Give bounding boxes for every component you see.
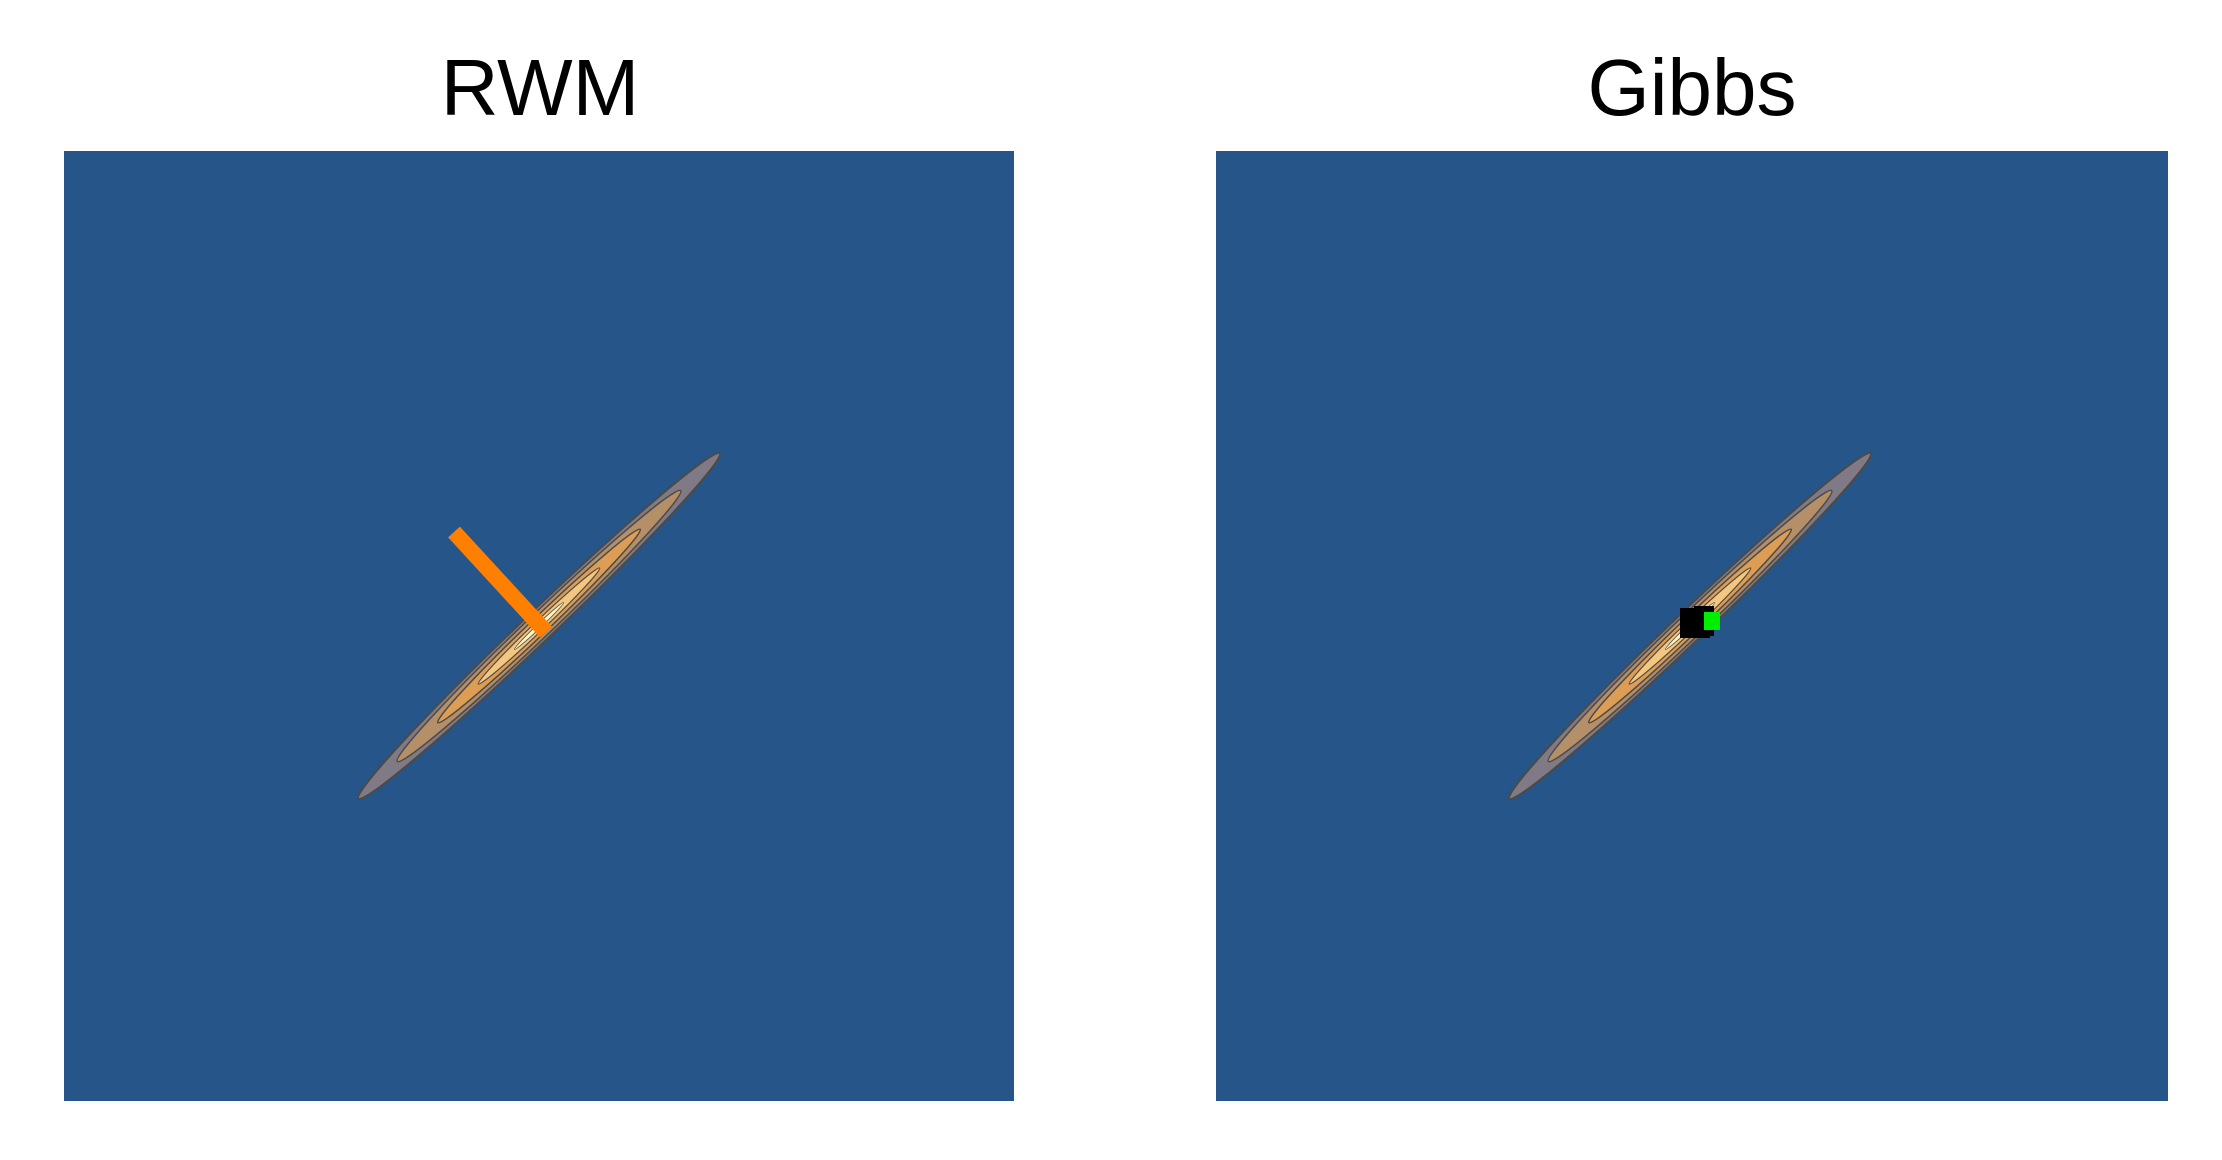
gibbs-panel-title: Gibbs bbox=[1587, 43, 1797, 132]
rwm-panel-title: RWM bbox=[440, 43, 640, 132]
gibbs-current-point bbox=[1704, 612, 1720, 630]
gibbs-panel bbox=[1216, 151, 2168, 1101]
rwm-sample-path bbox=[448, 526, 552, 638]
rwm-panel bbox=[64, 151, 1014, 1101]
